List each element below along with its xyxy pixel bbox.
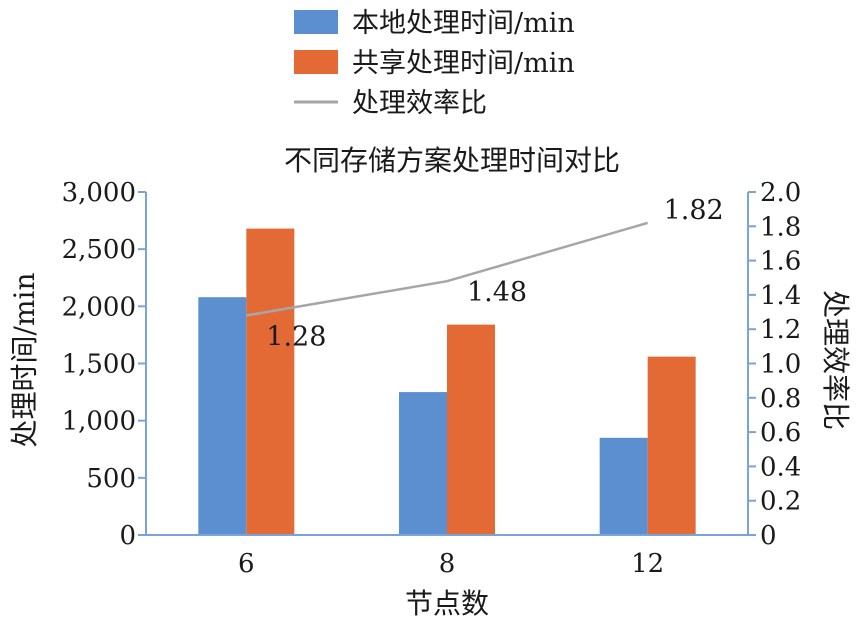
ratio-data-label: 1.28: [266, 321, 326, 352]
y2-tick-label: 1.6: [760, 247, 801, 277]
ratio-data-label: 1.82: [664, 195, 724, 226]
ratio-data-label: 1.48: [467, 277, 527, 308]
legend-label-1: 共享处理时间/min: [352, 48, 575, 79]
y2-tick-label: 1.2: [760, 315, 801, 345]
y2-tick-label: 0: [760, 521, 777, 551]
y-tick-label: 2,000: [62, 292, 136, 322]
ratio-line: 1.28 1.48 1.82: [246, 195, 724, 352]
ratio-line-path: [246, 221, 649, 317]
bar-s0-c1: [399, 392, 447, 535]
y-tick-label: 500: [86, 464, 136, 494]
bar-s0-c2: [599, 437, 648, 535]
y-tick-label: 1,500: [62, 350, 136, 380]
chart-title: 不同存储方案处理时间对比: [284, 144, 620, 177]
legend-label-2: 处理效率比: [352, 88, 487, 119]
y2-tick-label: 1.8: [760, 212, 801, 242]
x-axis-ticks: 6 8 12: [238, 549, 664, 579]
bar-s1-c0: [246, 228, 295, 535]
legend: 本地处理时间/min 共享处理时间/min 处理效率比: [294, 8, 575, 119]
bars: [198, 228, 696, 535]
legend-swatch-1: [294, 50, 338, 74]
y-tick-label: 3,000: [62, 178, 136, 208]
y-tick-label: 2,500: [62, 235, 136, 265]
y2-tick-label: 0.4: [760, 452, 801, 482]
bar-s1-c2: [647, 356, 696, 535]
legend-swatch-0: [294, 10, 338, 34]
y2-axis-title: 处理效率比: [819, 290, 852, 430]
x-tick-label: 8: [439, 549, 456, 579]
legend-label-0: 本地处理时间/min: [352, 8, 575, 39]
y2-tick-label: 1.4: [760, 281, 801, 311]
x-tick-label: 12: [631, 549, 664, 579]
y2-tick-label: 2.0: [760, 178, 801, 208]
left-axis-ticks: 0 500 1,000 1,500 2,000 2,500 3,000: [62, 178, 146, 551]
y2-tick-label: 0.6: [760, 418, 801, 448]
x-axis-title: 节点数: [405, 587, 489, 620]
y2-tick-label: 0.2: [760, 487, 801, 517]
x-tick-label: 6: [238, 549, 255, 579]
bar-s0-c0: [198, 297, 247, 535]
y2-tick-label: 0.8: [760, 384, 801, 414]
y-tick-label: 0: [119, 521, 136, 551]
y2-tick-label: 1.0: [760, 350, 801, 380]
y-axis-title: 处理时间/min: [8, 273, 41, 448]
bar-s1-c1: [447, 324, 495, 535]
y-tick-label: 1,000: [62, 407, 136, 437]
right-axis-ticks: 0 0.2 0.4 0.6 0.8 1.0 1.2 1.4 1.6 1.8 2.0: [748, 178, 801, 551]
